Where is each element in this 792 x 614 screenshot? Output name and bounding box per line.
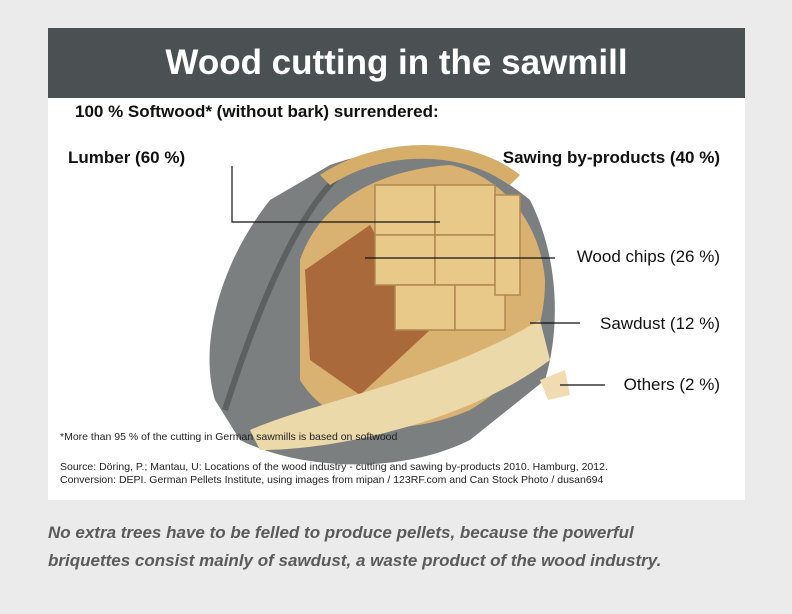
footnote: *More than 95 % of the cutting in German… [60, 431, 397, 443]
label-lumber: Lumber (60 %) [68, 148, 185, 168]
source-line: Conversion: DEPI. German Pellets Institu… [60, 474, 603, 486]
log-illustration [0, 0, 792, 614]
caption-line: briquettes consist mainly of sawdust, a … [48, 551, 661, 571]
page: {"title": "Wood cutting in the sawmill",… [0, 0, 792, 614]
label-by-products: Sawing by-products (40 %) [503, 148, 720, 168]
label-others: Others (2 %) [624, 375, 720, 395]
source-line: Source: Döring, P.; Mantau, U: Locations… [60, 461, 608, 473]
caption-line: No extra trees have to be felled to prod… [48, 523, 634, 543]
label-sawdust: Sawdust (12 %) [600, 314, 720, 334]
subtitle: 100 % Softwood* (without bark) surrender… [75, 102, 439, 122]
label-wood-chips: Wood chips (26 %) [577, 247, 720, 267]
